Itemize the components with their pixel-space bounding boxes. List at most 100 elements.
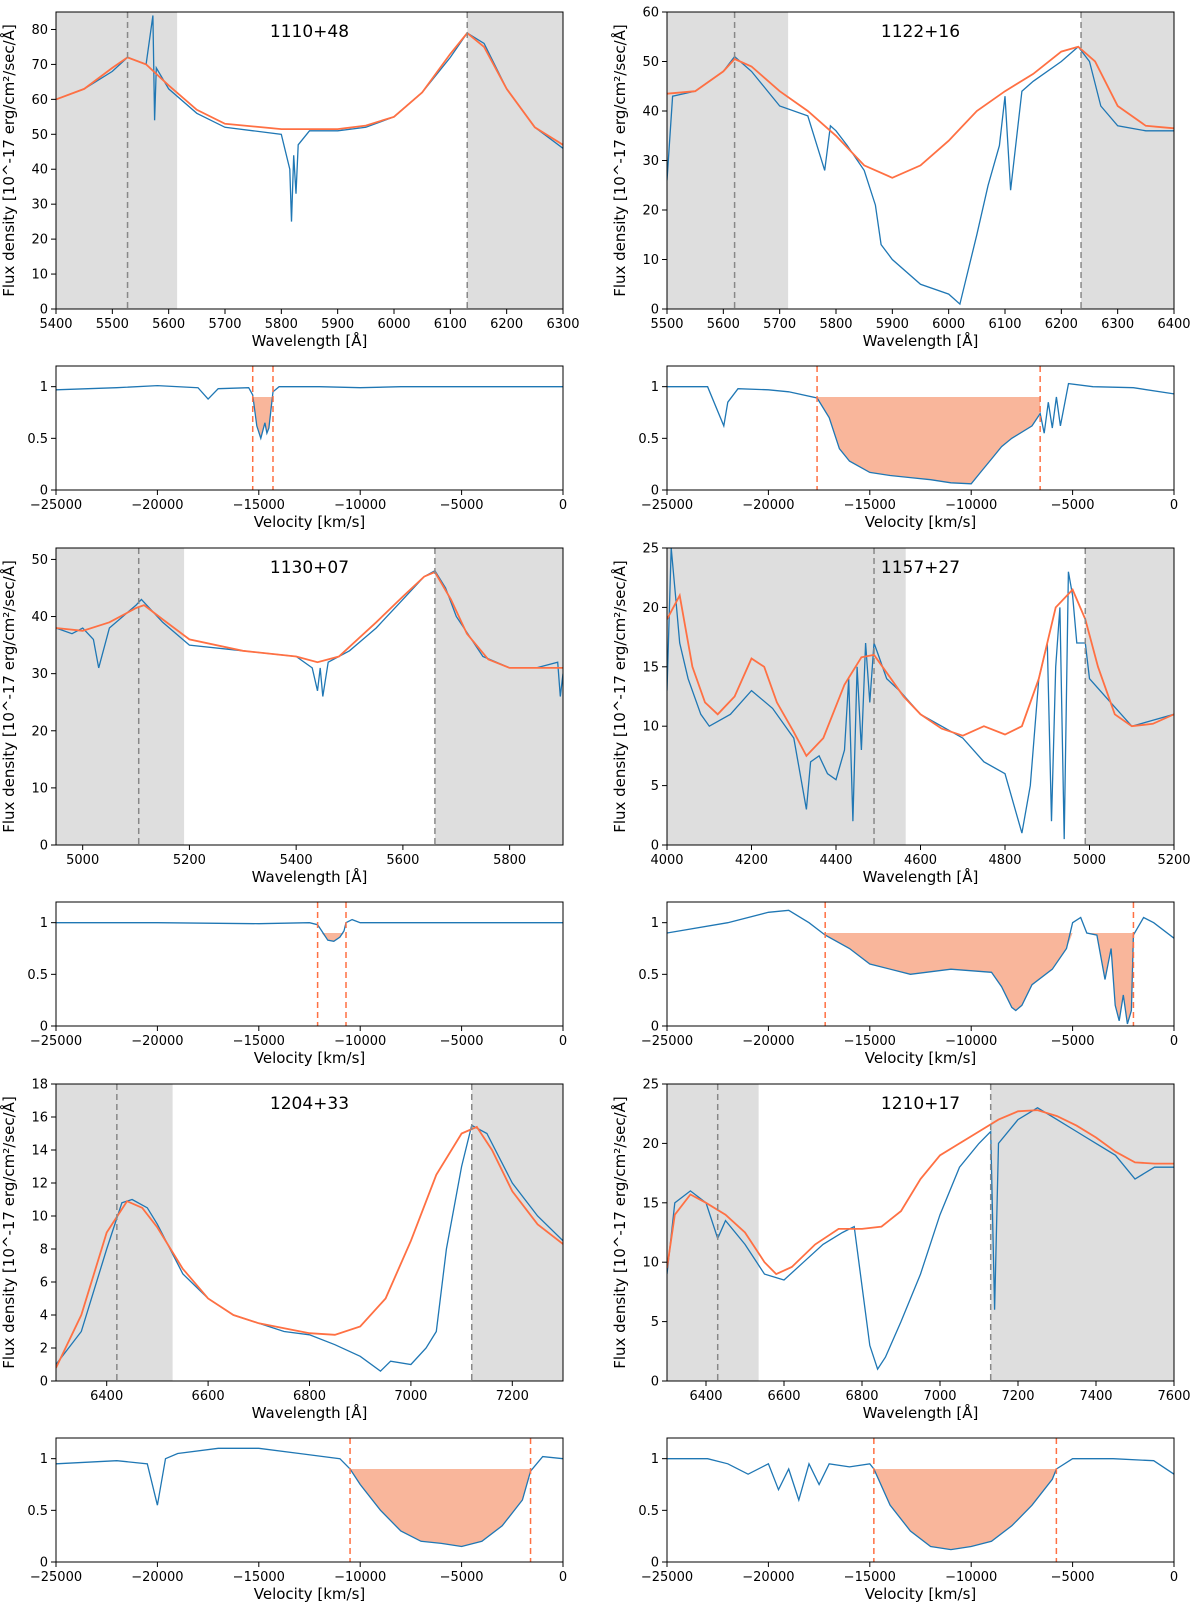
x-tick-label: 0 <box>559 498 567 513</box>
plot-area <box>667 902 1174 1026</box>
shaded-region <box>467 12 563 309</box>
x-tick-label: 5700 <box>208 317 241 332</box>
y-tick-label: 25 <box>642 542 659 557</box>
y-tick-label: 0 <box>651 839 659 854</box>
series-normalized <box>56 1447 563 1548</box>
y-tick-label: 0.5 <box>638 1504 659 1519</box>
series-fit <box>56 570 563 669</box>
y-tick-label: 0 <box>40 1556 48 1571</box>
x-tick-label: 5600 <box>386 853 419 868</box>
y-tick-label: 0 <box>40 839 48 854</box>
x-tick-label: −25000 <box>30 1570 82 1585</box>
chart-panel-11: 6400 6600 6800 7000 7200 7400 7600 0 5 10 15 20 25 Wa… <box>610 1078 1191 1423</box>
x-tick-label: 0 <box>1170 1570 1178 1585</box>
x-tick-label: −5000 <box>1051 1034 1095 1049</box>
x-tick-label: 5500 <box>650 317 683 332</box>
x-tick-label: −15000 <box>844 1034 896 1049</box>
y-axis-label: Flux density [10^-17 erg/cm²/sec/Å] <box>610 560 629 833</box>
x-tick-label: 0 <box>1170 1034 1178 1049</box>
shaded-region <box>1081 12 1174 309</box>
x-tick-label: −10000 <box>945 1570 997 1585</box>
y-tick-label: 60 <box>31 93 48 108</box>
y-tick-label: 50 <box>642 55 659 70</box>
shaded-region <box>56 1084 173 1381</box>
x-tick-label: −25000 <box>641 1570 693 1585</box>
x-tick-label: 6200 <box>1045 317 1078 332</box>
y-tick-label: 1 <box>40 380 48 395</box>
x-tick-label: 4000 <box>650 853 683 868</box>
y-axis-label: Flux density [10^-17 erg/cm²/sec/Å] <box>610 1096 629 1369</box>
shaded-region <box>990 1084 1174 1381</box>
x-tick-label: 7200 <box>496 1389 529 1404</box>
axes-frame <box>666 1083 1175 1382</box>
absorption-fill <box>825 933 1134 1024</box>
series-normalized <box>56 384 563 441</box>
x-tick-label: 5200 <box>173 853 206 868</box>
series-observed <box>56 15 563 222</box>
x-axis-label: Velocity [km/s] <box>865 1049 976 1067</box>
y-axis-label: Flux density [10^-17 erg/cm²/sec/Å] <box>0 1096 18 1369</box>
y-axis-label: Flux density [10^-17 erg/cm²/sec/Å] <box>610 24 629 297</box>
y-tick-label: 5 <box>651 1315 659 1330</box>
axes-frame <box>666 1437 1175 1563</box>
x-tick-label: 6100 <box>988 317 1021 332</box>
y-tick-label: 0 <box>651 1556 659 1571</box>
x-tick-label: 6600 <box>767 1389 800 1404</box>
y-tick-label: 0.5 <box>27 1504 48 1519</box>
series-fit <box>56 1125 563 1369</box>
x-tick-label: 6200 <box>490 317 523 332</box>
y-tick-label: 20 <box>31 233 48 248</box>
x-tick-label: −5000 <box>1051 498 1095 513</box>
x-tick-label: −10000 <box>334 1570 386 1585</box>
x-tick-label: 7000 <box>394 1389 427 1404</box>
y-tick-label: 20 <box>31 724 48 739</box>
plot-area <box>667 1084 1174 1381</box>
x-tick-label: −10000 <box>945 1034 997 1049</box>
y-tick-label: 12 <box>31 1177 48 1192</box>
x-tick-label: −10000 <box>945 498 997 513</box>
axes-frame <box>55 901 564 1027</box>
x-tick-label: −15000 <box>233 498 285 513</box>
x-tick-label: −15000 <box>233 1570 285 1585</box>
panel-title: 1210+17 <box>881 1094 960 1114</box>
x-tick-label: 6600 <box>192 1389 225 1404</box>
plot-area <box>667 366 1174 490</box>
absorption-fill <box>817 397 1041 484</box>
x-tick-label: 6000 <box>932 317 965 332</box>
chart-panel-7: 4000 4200 4400 4600 4800 5000 5200 0 5 10 15 20 25 Wa… <box>610 542 1191 887</box>
shaded-region <box>1085 548 1174 845</box>
x-tick-label: −5000 <box>440 1034 484 1049</box>
y-tick-label: 10 <box>642 1256 659 1271</box>
x-tick-label: 6400 <box>689 1389 722 1404</box>
y-tick-label: 40 <box>642 105 659 120</box>
shaded-region <box>667 548 906 845</box>
chart-panel-10: −25000 −20000 −15000 −10000 −5000 0 0 0.5 1 Veloc… <box>27 1437 567 1603</box>
plot-area <box>56 548 563 845</box>
x-tick-label: −20000 <box>131 498 183 513</box>
y-tick-label: 0.5 <box>27 432 48 447</box>
y-tick-label: 20 <box>642 601 659 616</box>
x-tick-label: −25000 <box>641 498 693 513</box>
panel-title: 1110+48 <box>270 22 349 42</box>
y-tick-label: 0 <box>651 484 659 499</box>
x-tick-label: 4800 <box>988 853 1021 868</box>
x-tick-label: 7200 <box>1001 1389 1034 1404</box>
x-tick-label: −10000 <box>334 1034 386 1049</box>
y-tick-label: 25 <box>642 1078 659 1093</box>
chart-panel-12: −25000 −20000 −15000 −10000 −5000 0 0 0.5 1 Veloc… <box>638 1437 1178 1603</box>
y-tick-label: 20 <box>642 204 659 219</box>
y-tick-label: 0.5 <box>638 432 659 447</box>
x-tick-label: 6800 <box>845 1389 878 1404</box>
series-observed <box>667 1107 1174 1371</box>
y-tick-label: 0.5 <box>27 968 48 983</box>
x-tick-label: 5600 <box>707 317 740 332</box>
x-tick-label: −15000 <box>844 1570 896 1585</box>
x-tick-label: −20000 <box>131 1570 183 1585</box>
axes-frame <box>55 547 564 846</box>
shaded-region <box>434 548 563 845</box>
y-tick-label: 8 <box>40 1243 48 1258</box>
x-axis-label: Wavelength [Å] <box>863 1403 979 1422</box>
chart-panel-6: −25000 −20000 −15000 −10000 −5000 0 0 0.5 1 Veloc… <box>27 901 567 1067</box>
chart-panel-5: 5000 5200 5400 5600 5800 0 10 20 30 40 50 Wavelengt… <box>0 547 564 886</box>
x-tick-label: 6000 <box>377 317 410 332</box>
